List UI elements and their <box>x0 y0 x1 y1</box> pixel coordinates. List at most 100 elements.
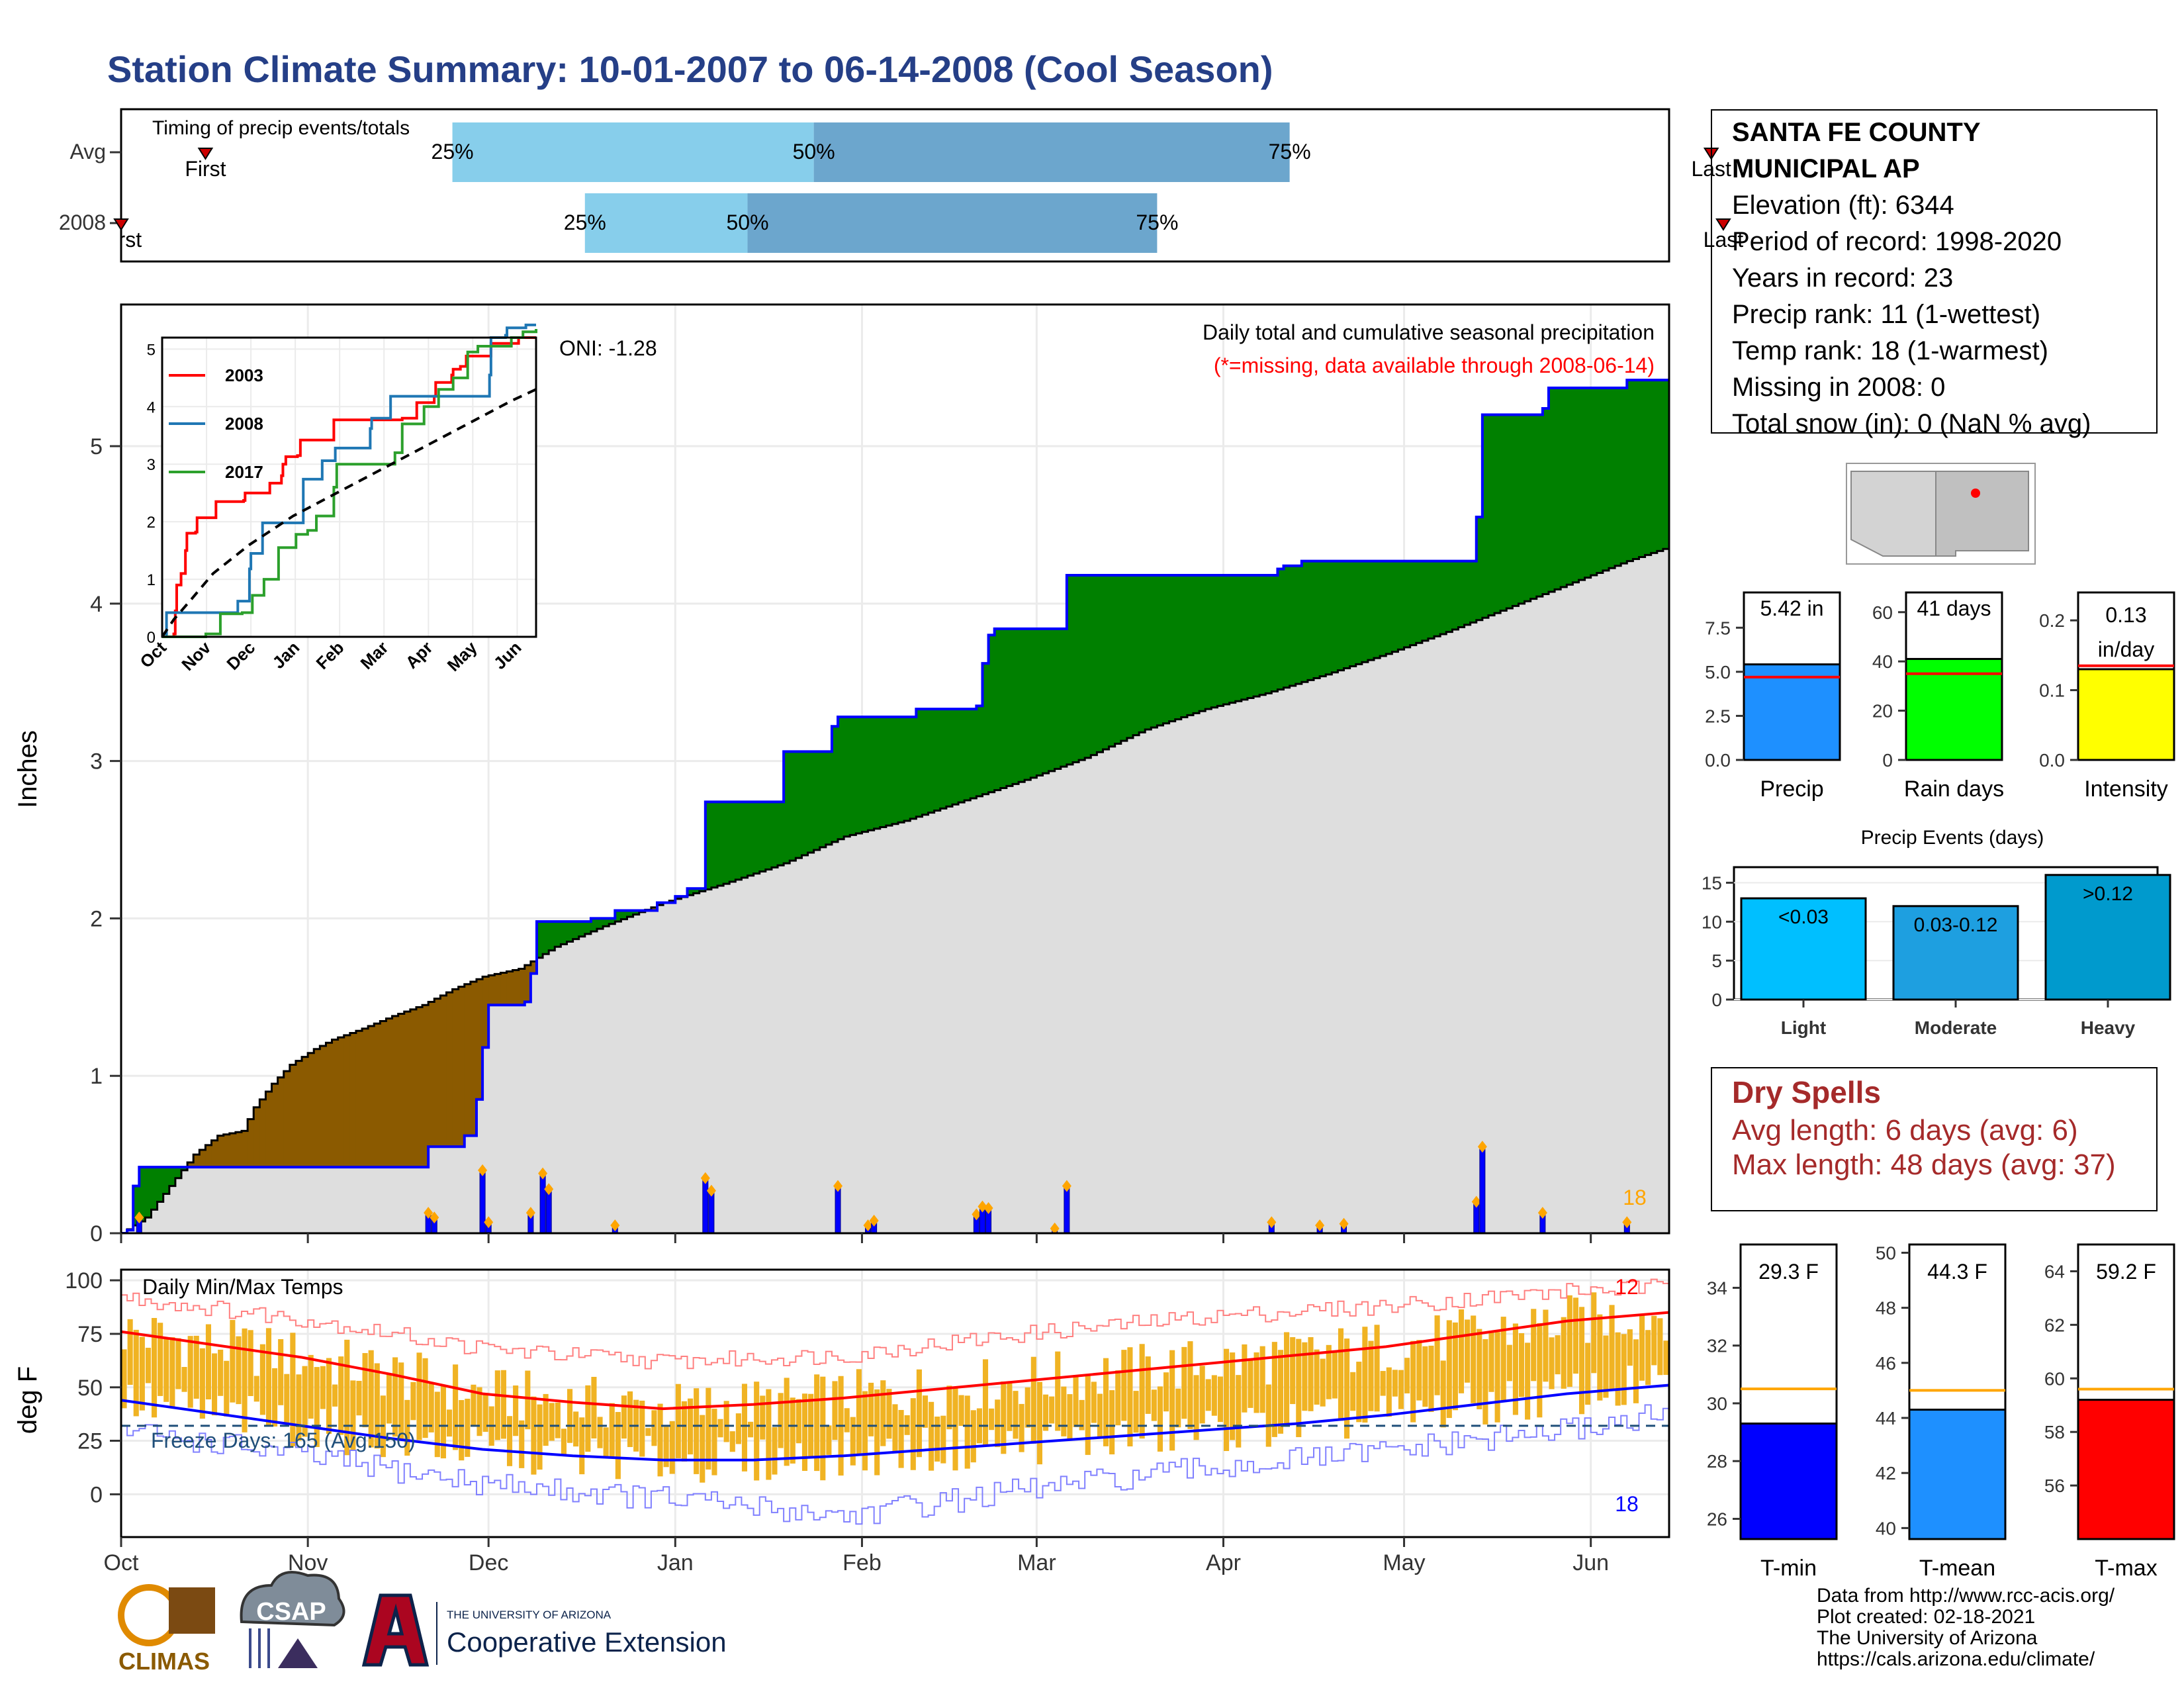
precip-departure-fill <box>1470 561 1477 623</box>
precip-departure-fill <box>584 921 592 934</box>
precip-departure-fill <box>440 995 447 1147</box>
precip-departure-fill <box>416 1007 423 1168</box>
daily-temp-range-bar <box>158 1323 163 1396</box>
precip-departure-fill <box>181 1167 188 1170</box>
daily-temp-range-bar <box>862 1391 868 1471</box>
daily-temp-range-bar <box>416 1352 422 1440</box>
precip-departure-fill <box>886 717 893 826</box>
csap-logo-rain <box>249 1628 270 1668</box>
oni-label: ONI: -1.28 <box>559 336 657 360</box>
precip-departure-fill <box>898 717 905 823</box>
daily-temp-range-bar <box>1314 1349 1320 1405</box>
daily-temp-range-bar <box>1555 1335 1561 1375</box>
precip-events-bar-label: <0.03 <box>1778 906 1829 928</box>
precip-departure-fill <box>1265 575 1272 694</box>
daily-temp-range-bar <box>723 1401 729 1442</box>
precip-departure-fill <box>928 709 935 813</box>
precip-departure-fill <box>1542 408 1549 594</box>
precip-departure-fill <box>825 751 833 845</box>
daily-temp-range-bar <box>1410 1340 1416 1423</box>
precip-summary-ytick-label: 0 <box>1882 750 1893 771</box>
record-min-line <box>121 1404 1669 1525</box>
precip-plot-group <box>121 379 1669 1233</box>
daily-temp-range-bar <box>362 1353 368 1428</box>
daily-temp-range-bar <box>163 1337 169 1402</box>
precip-events-bar-label: 0.03-0.12 <box>1914 914 1998 936</box>
temp-title: Daily Min/Max Temps <box>142 1275 343 1299</box>
daily-temp-range-bar <box>621 1395 627 1439</box>
precip-departure-fill <box>536 921 543 958</box>
precip-departure-fill <box>343 1035 351 1168</box>
precip-departure-fill <box>326 1043 333 1168</box>
daily-precip-marker <box>1267 1216 1277 1229</box>
daily-temp-range-bar <box>332 1384 338 1407</box>
inset-avg-line <box>161 388 537 638</box>
daily-temp-range-bar <box>970 1410 976 1463</box>
daily-temp-range-bar <box>531 1396 537 1475</box>
daily-temp-range-bar <box>145 1348 152 1383</box>
daily-temp-range-bar <box>1458 1309 1465 1393</box>
daily-temp-range-bar <box>1085 1374 1091 1455</box>
precip-summary-ytick-label: 60 <box>1872 602 1893 623</box>
precip-departure-fill <box>1235 575 1242 702</box>
daily-temp-range-bar <box>1404 1358 1410 1393</box>
precip-departure-fill <box>283 1071 291 1168</box>
temp-xtick-label: Dec <box>469 1550 508 1575</box>
daily-temp-range-bar <box>844 1408 850 1432</box>
daily-temp-range-bar <box>500 1370 506 1439</box>
precip-departure-fill <box>392 1015 399 1168</box>
precip-departure-fill <box>1518 414 1525 604</box>
daily-temp-range-bar <box>440 1385 446 1459</box>
climas-logo-text: CLIMAS <box>118 1648 210 1675</box>
temp-summary-value-bar <box>1739 1422 1838 1540</box>
precip-departure-fill <box>988 635 995 792</box>
precip-departure-fill <box>784 751 790 864</box>
daily-temp-range-bar <box>1007 1383 1013 1431</box>
precip-departure-fill <box>1320 561 1326 677</box>
daily-temp-range-bar <box>964 1395 970 1469</box>
daily-temp-range-bar <box>1253 1352 1259 1413</box>
precip-departure-fill <box>1584 388 1592 578</box>
daily-temp-range-bar <box>218 1349 224 1396</box>
daily-temp-range-bar <box>1151 1389 1157 1421</box>
daily-temp-range-bar <box>850 1417 856 1466</box>
daily-temp-range-bar <box>1627 1329 1633 1366</box>
daily-precip-marker <box>700 1172 710 1184</box>
precip-departure-fill <box>711 802 718 888</box>
daily-temp-range-bar <box>1609 1305 1615 1391</box>
precip-events-ytick-label: 15 <box>1702 873 1722 894</box>
precip-departure-fill <box>790 751 796 861</box>
precip-departure-fill <box>1392 561 1399 652</box>
precip-departure-fill <box>464 984 471 1136</box>
precip-summary-value-bar <box>2077 668 2175 761</box>
temp-xtick-label: May <box>1383 1550 1425 1575</box>
timing-bar-50-75 <box>747 193 1158 253</box>
temp-summary-value-label: 59.2 F <box>2096 1260 2156 1284</box>
precip-departure-fill <box>910 717 917 819</box>
precip-departure-fill <box>1301 561 1308 682</box>
precip-departure-fill <box>1072 575 1079 763</box>
precip-departure-fill <box>940 709 947 809</box>
precip-events-ytick-label: 10 <box>1702 912 1722 932</box>
precip-departure-fill <box>1410 561 1417 645</box>
tmax-count-label: 12 <box>1615 1275 1639 1299</box>
temp-ytick-label: 75 <box>77 1322 103 1347</box>
precip-departure-fill <box>621 910 628 919</box>
precip-departure-fill <box>615 910 621 922</box>
daily-temp-range-bar <box>248 1330 253 1396</box>
precip-events-bar <box>1740 897 1867 1001</box>
precip-departure-fill <box>482 976 489 1048</box>
precip-departure-fill <box>1548 388 1555 592</box>
daily-temp-range-bar <box>459 1400 465 1461</box>
daily-temp-range-bar <box>766 1389 772 1480</box>
daily-temp-range-bar <box>139 1336 145 1411</box>
precip-summary-name: Rain days <box>1904 776 2004 802</box>
daily-temp-range-bar <box>591 1376 597 1439</box>
precip-departure-fill <box>771 802 778 868</box>
precip-departure-fill <box>1452 561 1459 630</box>
temp-summary-ytick-label: 56 <box>2044 1476 2065 1496</box>
daily-temp-range-bar <box>1145 1356 1151 1414</box>
temp-summary-name: T-min <box>1760 1556 1817 1581</box>
daily-temp-range-bar <box>700 1415 705 1483</box>
